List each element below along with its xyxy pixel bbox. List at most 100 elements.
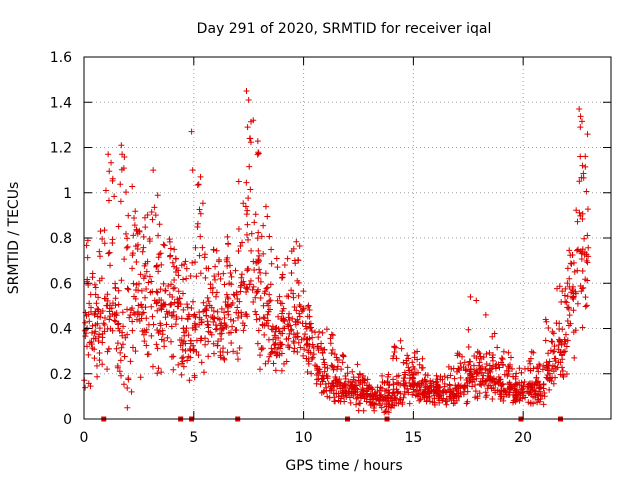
data-point [473, 375, 480, 382]
data-point [171, 246, 178, 253]
data-point [289, 315, 296, 322]
data-point [483, 351, 490, 358]
data-point [191, 311, 198, 318]
data-point [238, 313, 245, 320]
data-point [191, 312, 198, 319]
data-point [390, 381, 397, 388]
data-point [513, 386, 520, 393]
data-point [199, 200, 206, 207]
x-tick-label: 15 [404, 430, 422, 446]
data-point [579, 267, 586, 274]
data-point [367, 399, 374, 406]
data-point [221, 281, 228, 288]
data-point [143, 326, 150, 333]
x-tick-labels: 0 5 10 15 20 [80, 430, 533, 446]
data-point [214, 338, 221, 345]
data-point [498, 355, 505, 362]
data-point [402, 371, 409, 378]
data-point [314, 365, 321, 372]
data-point [215, 271, 222, 278]
data-point [535, 385, 542, 392]
data-point [105, 250, 112, 257]
data-point [268, 260, 275, 267]
data-point [88, 339, 95, 346]
data-point [183, 325, 190, 332]
data-point [210, 340, 217, 347]
data-point [112, 295, 119, 302]
data-point [246, 281, 253, 288]
data-point [130, 280, 137, 287]
data-point [121, 353, 128, 360]
data-point [266, 306, 273, 313]
data-point [543, 359, 550, 366]
data-point [204, 294, 211, 301]
data-point [244, 221, 251, 228]
data-point [172, 255, 179, 262]
data-point [220, 270, 227, 277]
data-point [161, 242, 168, 249]
data-point [419, 355, 426, 362]
data-point [212, 293, 219, 300]
data-point [447, 386, 454, 393]
data-point [450, 387, 457, 394]
data-point [286, 317, 293, 324]
data-point [185, 332, 192, 339]
data-point [443, 389, 450, 396]
data-point [212, 276, 219, 283]
data-point [545, 350, 552, 357]
data-point [115, 301, 122, 308]
data-point [254, 138, 261, 145]
data-point [392, 344, 399, 351]
data-point [378, 404, 385, 411]
data-point [129, 265, 136, 272]
data-point [341, 398, 348, 405]
data-point [496, 364, 503, 371]
data-point [494, 344, 501, 351]
data-point [558, 364, 565, 371]
data-point [192, 326, 199, 333]
data-point [441, 373, 448, 380]
data-point [243, 179, 250, 186]
data-point [374, 388, 381, 395]
data-point [96, 331, 103, 338]
data-point [236, 345, 243, 352]
y-tick-label: 0.8 [50, 231, 72, 247]
data-point [128, 388, 135, 395]
data-point [196, 309, 203, 316]
data-point [264, 284, 271, 291]
data-point [270, 336, 277, 343]
data-point [324, 393, 331, 400]
data-point [94, 305, 101, 312]
data-point [274, 351, 281, 358]
data-point [99, 236, 106, 243]
data-point [465, 326, 472, 333]
data-point [570, 307, 577, 314]
data-point [489, 351, 496, 358]
data-point [250, 283, 257, 290]
data-point [473, 297, 480, 304]
data-point [297, 344, 304, 351]
data-point [550, 348, 557, 355]
data-point [340, 352, 347, 359]
data-point [527, 400, 534, 407]
data-point [197, 233, 204, 240]
data-point [100, 320, 107, 327]
data-point [180, 338, 187, 345]
data-point [141, 214, 148, 221]
data-point [252, 308, 259, 315]
data-point [353, 382, 360, 389]
data-point [484, 370, 491, 377]
data-point [584, 131, 591, 138]
data-point [307, 320, 314, 327]
data-point [490, 357, 497, 364]
data-point [576, 178, 583, 185]
data-point [564, 280, 571, 287]
data-point [260, 314, 267, 321]
data-point [352, 385, 359, 392]
y-tick-label: 1.2 [50, 141, 72, 157]
data-point [455, 385, 462, 392]
data-point [140, 233, 147, 240]
data-point [96, 277, 103, 284]
data-point [247, 186, 254, 193]
